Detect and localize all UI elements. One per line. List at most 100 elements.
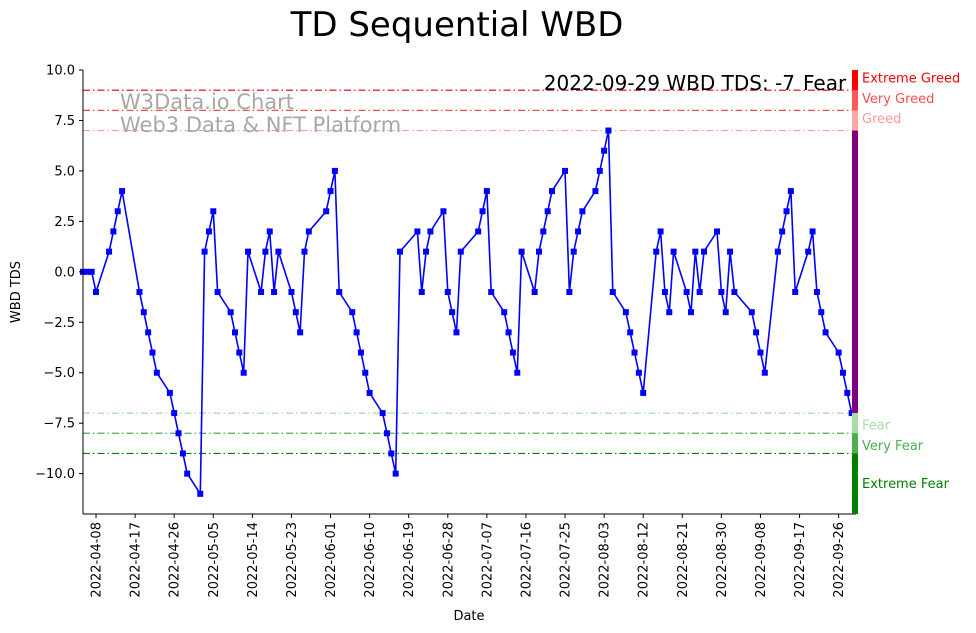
- data-point: [488, 289, 495, 295]
- data-point: [453, 329, 460, 336]
- x-tick-label: 2022-07-16: [519, 522, 534, 598]
- sentiment-segment: [852, 453, 858, 514]
- data-point: [366, 389, 373, 396]
- sentiment-bar: [852, 70, 858, 514]
- plot-frame: [82, 70, 856, 515]
- data-point: [357, 349, 364, 356]
- latest-annotation-value: 2022-09-29 WBD TDS: -7: [544, 71, 795, 95]
- data-point: [514, 369, 521, 376]
- data-point: [696, 289, 703, 295]
- data-point: [666, 309, 673, 316]
- data-point: [231, 329, 238, 336]
- data-point: [388, 450, 395, 457]
- data-point: [687, 309, 694, 316]
- data-point: [761, 369, 768, 376]
- y-tick-label: 10.0: [46, 64, 75, 79]
- data-point: [292, 309, 299, 316]
- data-point: [423, 248, 430, 255]
- x-tick-label: 2022-04-26: [168, 522, 183, 598]
- data-point: [609, 289, 616, 295]
- data-point: [205, 228, 212, 235]
- data-point: [479, 208, 486, 215]
- data-point: [179, 450, 186, 457]
- y-tick-label: −5.0: [43, 366, 75, 381]
- data-point: [197, 490, 204, 497]
- chart-title: TD Sequential WBD: [290, 5, 624, 45]
- sentiment-segment: [852, 413, 858, 434]
- y-tick-label: 0.0: [54, 265, 75, 280]
- data-point: [753, 329, 760, 336]
- x-tick-label: 2022-09-08: [754, 522, 769, 598]
- data-point: [657, 228, 664, 235]
- data-point: [397, 248, 404, 255]
- data-point: [483, 188, 490, 195]
- data-point: [714, 228, 721, 235]
- latest-annotation-status: Fear: [803, 71, 847, 95]
- data-point: [844, 389, 851, 396]
- watermark-line-2: Web3 Data & NFT Platform: [120, 113, 401, 137]
- data-point: [392, 470, 399, 477]
- data-point: [305, 228, 312, 235]
- x-tick-label: 2022-06-01: [324, 522, 339, 598]
- y-tick-label: 5.0: [54, 164, 75, 179]
- data-point: [414, 228, 421, 235]
- data-point: [592, 188, 599, 195]
- data-point: [153, 369, 160, 376]
- data-point: [505, 329, 512, 336]
- data-point: [518, 248, 525, 255]
- data-point: [605, 127, 612, 134]
- data-point: [835, 349, 842, 356]
- data-point: [535, 248, 542, 255]
- data-point: [383, 430, 390, 437]
- data-point: [722, 309, 729, 316]
- x-tick-label: 2022-07-25: [559, 522, 574, 598]
- y-tick-label: −10.0: [35, 467, 75, 482]
- zone-label: Extreme Greed: [862, 72, 960, 87]
- data-point: [731, 289, 738, 295]
- x-tick-label: 2022-09-17: [793, 522, 808, 598]
- data-point: [783, 208, 790, 215]
- data-point: [323, 208, 330, 215]
- series-line: [83, 129, 853, 495]
- data-point: [683, 289, 690, 295]
- data-point: [809, 228, 816, 235]
- data-point: [748, 309, 755, 316]
- x-tick-label: 2022-06-10: [363, 522, 378, 598]
- data-point: [444, 289, 451, 295]
- data-point: [457, 248, 464, 255]
- data-point: [818, 309, 825, 316]
- data-point: [245, 248, 252, 255]
- sentiment-segment: [852, 90, 858, 111]
- data-point: [236, 349, 243, 356]
- data-point: [757, 349, 764, 356]
- data-point: [509, 349, 516, 356]
- sentiment-segment: [852, 433, 858, 454]
- data-point: [201, 248, 208, 255]
- data-point: [475, 228, 482, 235]
- data-point: [701, 248, 708, 255]
- data-point: [540, 228, 547, 235]
- x-tick-label: 2022-05-23: [285, 522, 300, 598]
- data-point: [670, 248, 677, 255]
- x-tick-label: 2022-04-17: [129, 522, 144, 598]
- x-tick-label: 2022-09-26: [832, 522, 847, 598]
- x-tick-label: 2022-08-30: [715, 522, 730, 598]
- data-point: [175, 430, 182, 437]
- data-point: [136, 289, 143, 295]
- data-point: [544, 208, 551, 215]
- zone-label: Greed: [862, 112, 901, 127]
- sentiment-zone-labels: Extreme Greed Very Greed Greed Fear Very Fea…: [862, 72, 960, 493]
- data-point: [596, 167, 603, 174]
- data-point: [262, 248, 269, 255]
- data-point: [601, 147, 608, 154]
- zone-label: Very Fear: [862, 439, 924, 454]
- data-point: [427, 228, 434, 235]
- zone-label: Very Greed: [862, 92, 934, 107]
- data-point: [501, 309, 508, 316]
- watermark-line-1: W3Data.io Chart: [120, 90, 294, 114]
- data-point: [362, 369, 369, 376]
- data-point: [349, 309, 356, 316]
- data-point: [813, 289, 820, 295]
- data-point: [805, 248, 812, 255]
